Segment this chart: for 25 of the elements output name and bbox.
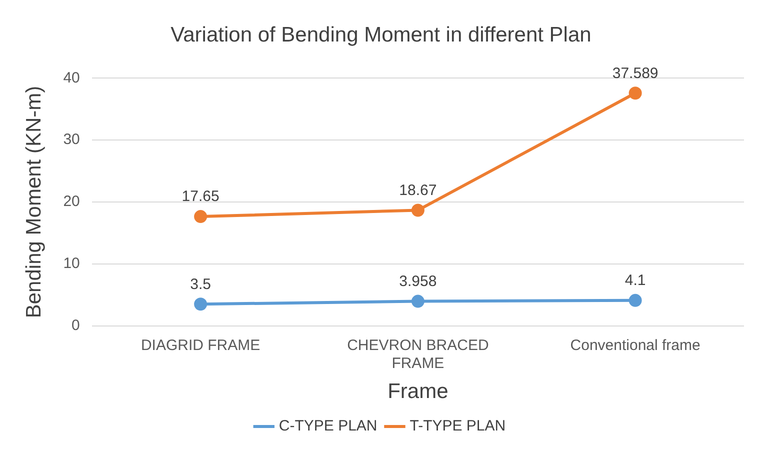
data-label: 18.67	[399, 182, 437, 199]
y-axis-title: Bending Moment (KN-m)	[22, 86, 46, 318]
y-tick-label: 20	[63, 193, 80, 210]
chart-title: Variation of Bending Moment in different Plan	[170, 23, 592, 46]
data-label: 17.65	[182, 188, 220, 206]
data-label: 3.5	[190, 276, 211, 293]
point	[411, 294, 424, 308]
data-label: 3.958	[399, 272, 437, 290]
data-label: 37.589	[612, 64, 658, 82]
y-tick-label: 10	[63, 255, 80, 272]
point	[194, 298, 208, 311]
y-tick-label: 30	[63, 131, 80, 148]
point	[411, 204, 424, 217]
x-tick-label: CHEVRON BRACED FRAME	[347, 336, 489, 372]
point	[628, 294, 642, 307]
data-label: 4.1	[624, 272, 646, 290]
legend-label: C-TYPE PLAN	[278, 418, 378, 435]
point	[628, 86, 642, 100]
x-axis-title: Frame	[388, 380, 448, 404]
point	[194, 210, 208, 224]
x-tick-label: DIAGRID FRAME	[140, 336, 260, 354]
y-tick-label: 0	[72, 316, 80, 334]
y-tick-label: 40	[63, 69, 80, 86]
legend-label: T-TYPE PLAN	[410, 418, 506, 435]
x-tick-label: Conventional frame	[570, 336, 700, 354]
